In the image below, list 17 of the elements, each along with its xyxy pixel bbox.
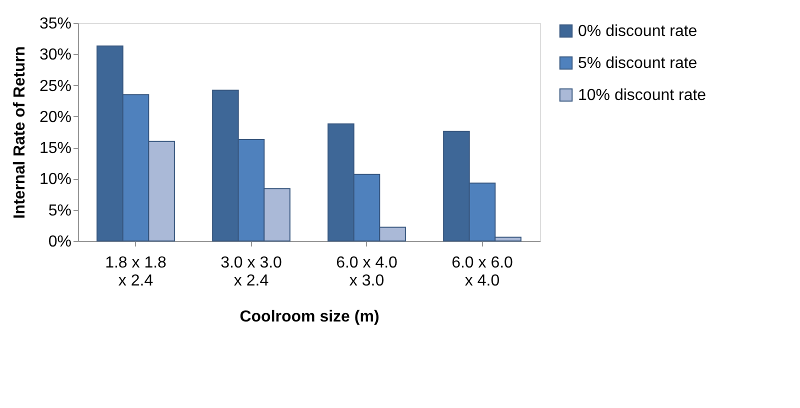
x-tick-label: 6.0 x 4.0 x 3.0 <box>336 254 398 290</box>
y-tick-label: 20% <box>39 108 72 126</box>
y-tick-label: 10% <box>39 171 72 188</box>
y-tick-label: 35% <box>39 16 72 32</box>
y-tick-label: 15% <box>39 140 72 158</box>
y-axis-title: Internal Rate of Return <box>11 46 28 219</box>
y-tick-label: 30% <box>39 46 72 64</box>
x-axis-title: Coolroom size (m) <box>240 308 380 326</box>
legend-label: 10% discount rate <box>578 87 706 104</box>
y-tick-label: 0% <box>48 234 72 250</box>
x-tick-label: 6.0 x 6.0 x 4.0 <box>452 254 514 290</box>
y-tick-label: 25% <box>39 78 72 95</box>
x-tick-label: 3.0 x 3.0 x 2.4 <box>220 254 282 290</box>
legend-label: 5% discount rate <box>578 55 698 72</box>
legend-label: 0% discount rate <box>578 23 698 40</box>
y-tick-label: 5% <box>48 202 72 220</box>
x-tick-label: 1.8 x 1.8 x 2.4 <box>105 254 167 290</box>
